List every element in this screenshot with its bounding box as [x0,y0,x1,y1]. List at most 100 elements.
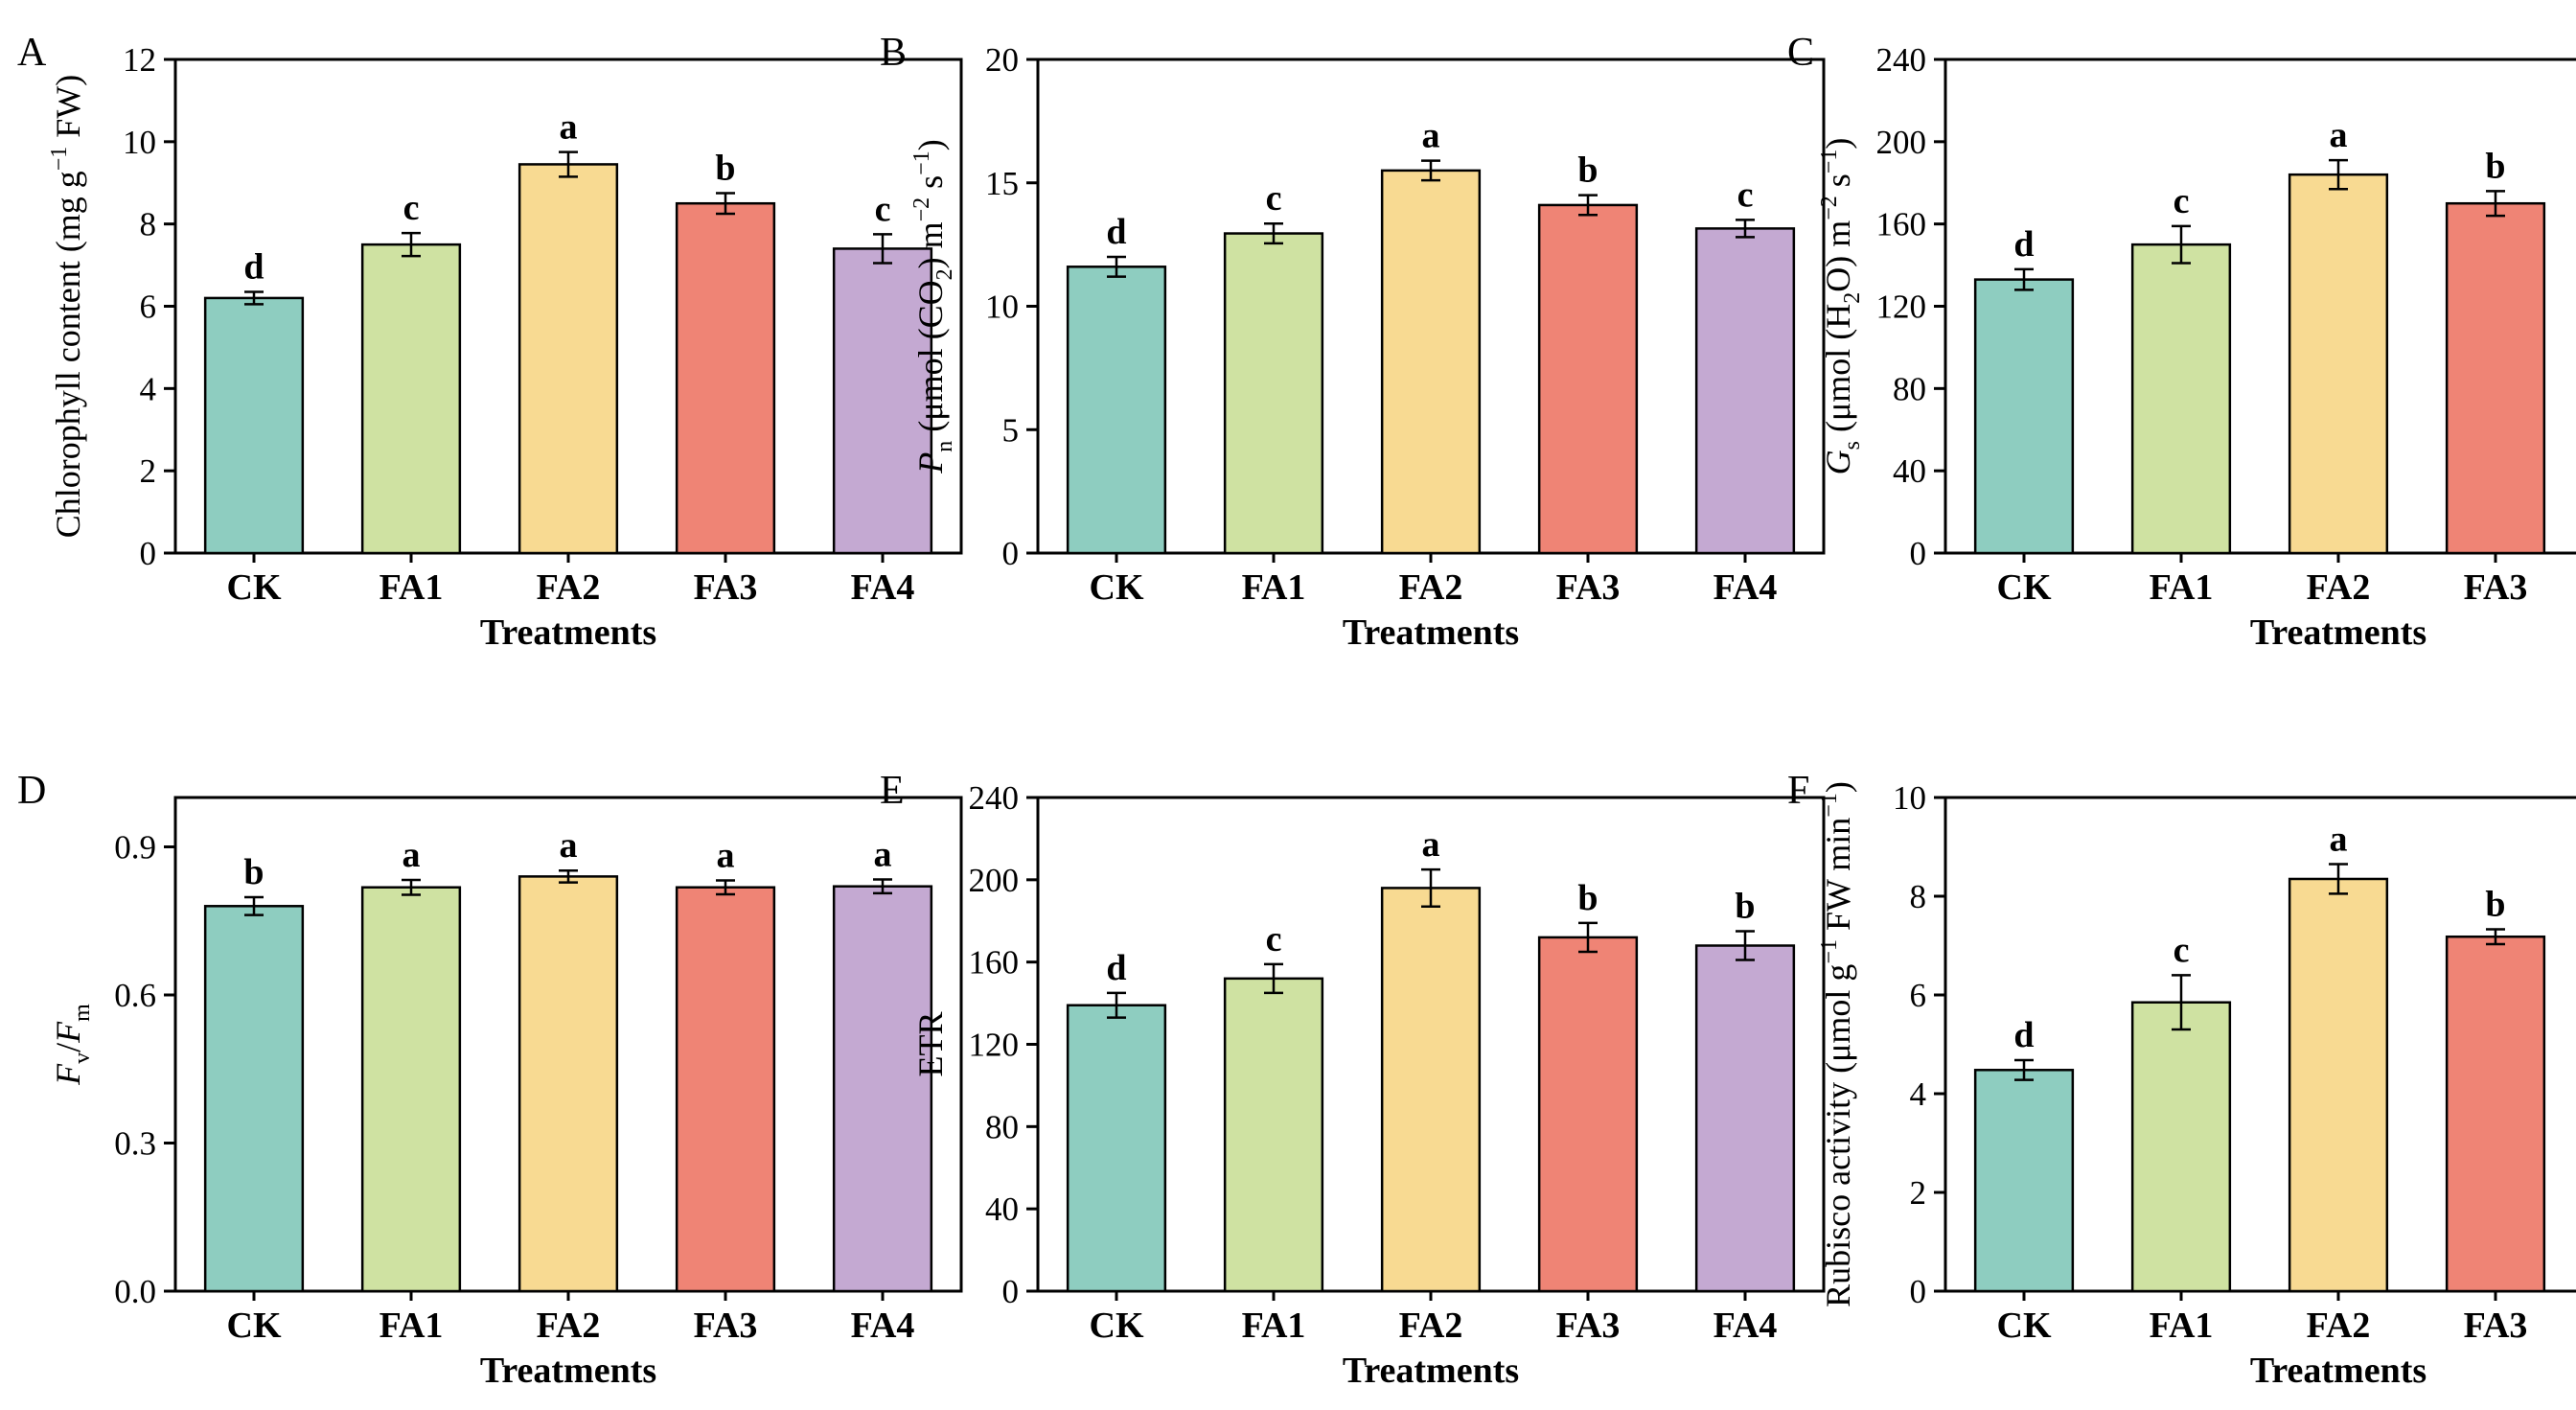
x-tick-label: CK [1997,1306,2052,1346]
y-axis-label-part: Chlorophyll content (mg g [49,171,87,538]
y-tick-label: 240 [969,779,1020,817]
bar-fa4 [832,247,933,555]
significance-letter: d [1106,212,1126,252]
y-axis-label-part: 2 [1840,292,1865,304]
y-tick-label: 120 [1876,289,1927,326]
y-tick-label: 120 [969,1027,1020,1064]
y-tick-label: 4 [1910,1075,1927,1113]
significance-letter: a [2330,115,2348,155]
x-tick-label: FA2 [537,567,601,608]
bar-fa4 [1694,944,1796,1293]
bar-ck [203,296,305,555]
y-tick-label: 80 [1893,370,1926,407]
y-axis-label-part: (μmol (H [1819,304,1857,441]
significance-letter: d [2013,224,2034,265]
y-tick-label: 0 [1002,535,1020,572]
x-tick-label: FA1 [1242,1306,1306,1346]
x-tick-label: FA4 [1714,567,1778,608]
bar-fa1 [2130,1001,2232,1293]
y-axis-label-part: −1 [1817,793,1842,818]
y-tick-label: 0.0 [114,1273,156,1310]
y-axis-label-part: −1 [1817,939,1842,964]
y-tick-label: 0.6 [114,977,156,1014]
x-axis-label: Treatments [2250,613,2426,653]
y-tick-label: 2 [140,452,157,490]
x-tick-label: FA3 [694,1306,758,1346]
y-axis-label-part: s [1819,173,1857,196]
significance-letter: c [1266,919,1282,959]
y-tick-label: 0 [1002,1273,1020,1310]
bar-fa4 [832,885,933,1293]
y-tick-label: 160 [969,944,1020,982]
y-axis-label-part: Rubisco activity (μmol g [1819,964,1857,1307]
y-tick-label: 0 [140,535,157,572]
y-axis-label-part: G [1819,450,1857,474]
y-axis-label-part: F [49,1021,87,1044]
y-axis-label-part: ) m [911,221,950,268]
bar-fa2 [1380,887,1482,1293]
significance-letter: c [1737,174,1754,215]
significance-letter: a [560,107,578,148]
y-axis-label: Rubisco activity (μmol g−1 FW min−1) [1817,781,1857,1307]
y-tick-label: 6 [140,289,157,326]
x-tick-label: FA4 [851,567,915,608]
x-axis-label: Treatments [1343,613,1519,653]
y-axis-label: Pn (μmol (CO2) m−2 s−1) [909,139,957,474]
bar-fa3 [1537,936,1639,1293]
panel-letter: E [880,769,905,813]
significance-letter: c [1266,178,1282,219]
y-axis-label-part: −1 [909,150,934,175]
y-axis-label-part: n [932,441,957,452]
panel-F: 0246810dCKcFA1aFA2bFA3cFA4TreatmentsRubi… [1787,769,2576,1391]
significance-letter: d [2013,1015,2034,1055]
bar-fa2 [2288,877,2389,1293]
significance-letter: a [402,835,421,875]
y-tick-label: 20 [985,41,1019,79]
y-axis-label-part: ETR [911,1012,950,1077]
y-axis-label-part: −2 [1817,196,1842,220]
x-tick-label: CK [1997,567,2052,608]
y-axis-label-part: ) [1819,138,1857,150]
x-tick-label: FA1 [2150,1306,2214,1346]
bar-fa1 [1223,232,1324,555]
y-tick-label: 160 [1876,206,1927,243]
y-tick-label: 0 [1910,1273,1927,1310]
x-tick-label: FA2 [2307,1306,2371,1346]
y-axis-label-part: ) [911,139,950,150]
panel-letter: B [880,31,907,75]
y-axis-label: ETR [911,1012,950,1077]
y-axis-label-part: s [1840,441,1865,450]
significance-letter: b [243,852,264,892]
bar-ck [1973,278,2075,555]
y-tick-label: 8 [140,206,157,243]
y-axis-label-part: (μmol (CO [911,280,950,440]
y-axis-label-part: / [49,1043,87,1052]
panel-B: 0 5 10 15 20 d CK c FA1 a FA2 b FA3 c FA4 Treatments Pn … [880,31,1826,653]
y-tick-label: 10 [985,289,1019,326]
x-axis-label: Treatments [480,613,656,653]
significance-letter: c [875,189,891,229]
bar-ck [1066,1004,1167,1293]
y-axis-label-part: m [70,1004,95,1022]
bar-fa2 [518,163,619,555]
significance-letter: c [2174,181,2190,221]
y-tick-label: 2 [1910,1174,1927,1212]
x-tick-label: CK [1090,1306,1144,1346]
bar-fa1 [1223,977,1324,1293]
y-axis-label-part: v [70,1052,95,1064]
bar-ck [1066,266,1167,555]
y-axis-label-part: −1 [1817,150,1842,174]
bar-fa3 [1537,203,1639,555]
y-axis-label: Chlorophyll content (mg g−1 FW) [47,75,87,539]
x-tick-label: FA4 [851,1306,915,1346]
panel-D: 0.0 0.3 0.6 0.9 b CK a FA1 a FA2 a FA3 a FA4 Treatment… [17,769,963,1391]
significance-letter: a [1422,824,1440,865]
y-tick-label: 5 [1002,411,1020,449]
significance-letter: a [717,836,735,876]
y-tick-label: 200 [1876,124,1927,161]
significance-letter: b [715,148,735,188]
significance-letter: d [243,246,264,287]
bar-fa3 [675,886,776,1293]
y-tick-label: 80 [985,1108,1019,1145]
